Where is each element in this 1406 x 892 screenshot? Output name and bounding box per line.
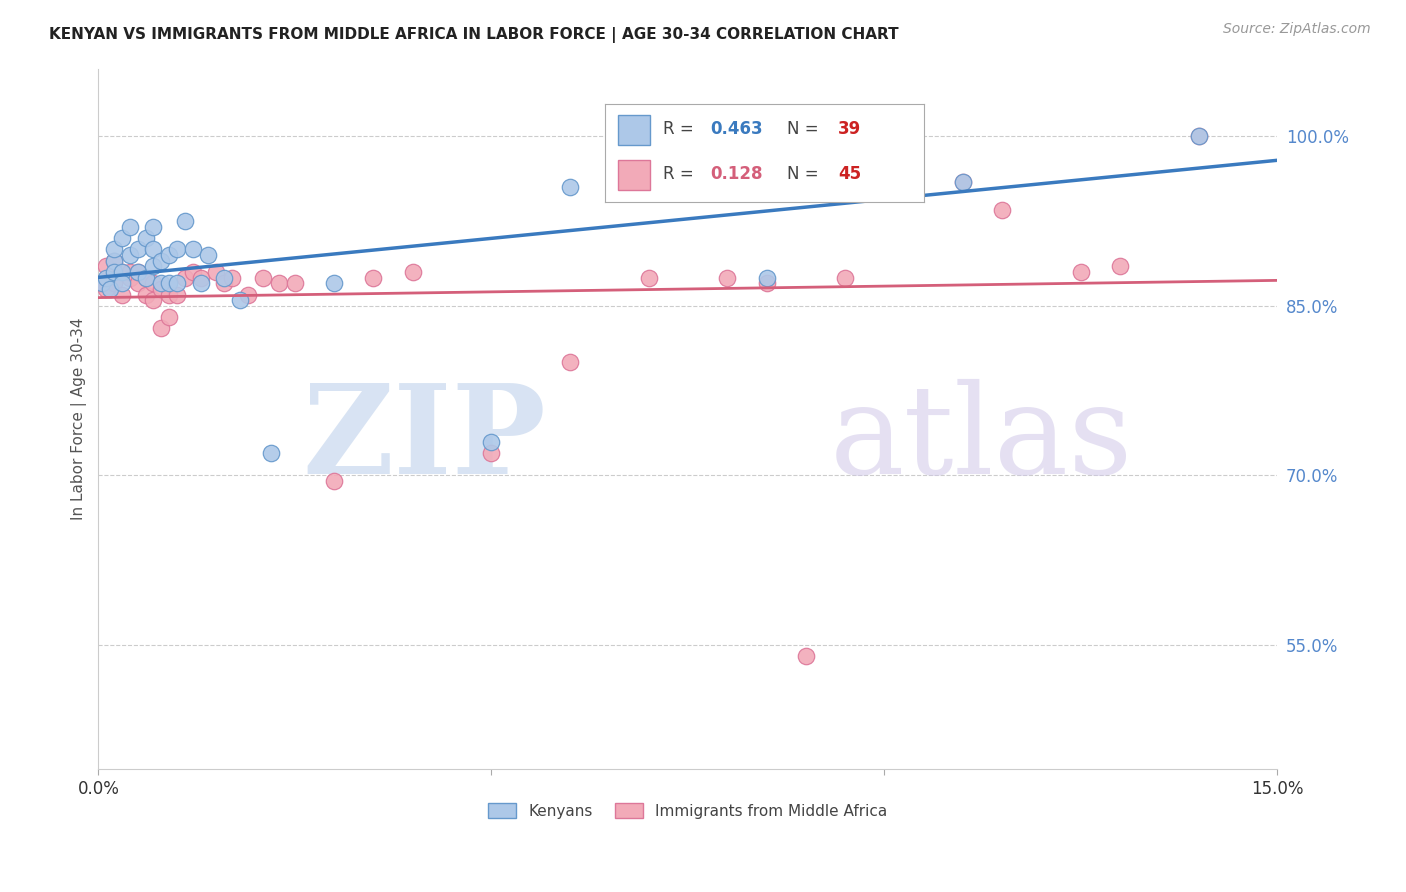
Point — [103, 253, 125, 268]
Point — [127, 265, 149, 279]
Point — [157, 310, 180, 325]
Point — [91, 277, 114, 291]
Point — [142, 277, 165, 291]
Text: Source: ZipAtlas.com: Source: ZipAtlas.com — [1223, 22, 1371, 37]
Point — [991, 202, 1014, 217]
Point — [142, 219, 165, 234]
Point — [181, 265, 204, 279]
Point — [166, 287, 188, 301]
Point — [1109, 260, 1132, 274]
Point — [150, 321, 173, 335]
Y-axis label: In Labor Force | Age 30-34: In Labor Force | Age 30-34 — [72, 318, 87, 520]
Point — [479, 434, 502, 449]
Point — [166, 243, 188, 257]
Point — [269, 277, 291, 291]
Text: ZIP: ZIP — [302, 379, 547, 500]
Point — [157, 287, 180, 301]
Point — [103, 277, 125, 291]
Point — [755, 270, 778, 285]
Point — [91, 277, 114, 291]
Point — [637, 270, 659, 285]
Point — [134, 231, 156, 245]
Point — [402, 265, 425, 279]
Point — [755, 277, 778, 291]
Point — [252, 270, 274, 285]
Point — [212, 270, 235, 285]
Point — [221, 270, 243, 285]
Point — [190, 277, 212, 291]
Point — [873, 129, 896, 144]
Point — [103, 243, 125, 257]
Point — [323, 277, 346, 291]
Point — [558, 355, 581, 369]
Point — [111, 265, 134, 279]
Legend: Kenyans, Immigrants from Middle Africa: Kenyans, Immigrants from Middle Africa — [482, 797, 894, 825]
Point — [197, 248, 219, 262]
Point — [173, 214, 195, 228]
Point — [127, 265, 149, 279]
Point — [157, 248, 180, 262]
Point — [111, 287, 134, 301]
Text: KENYAN VS IMMIGRANTS FROM MIDDLE AFRICA IN LABOR FORCE | AGE 30-34 CORRELATION C: KENYAN VS IMMIGRANTS FROM MIDDLE AFRICA … — [49, 27, 898, 43]
Point — [127, 277, 149, 291]
Point — [98, 282, 121, 296]
Point — [1188, 129, 1211, 144]
Point — [157, 277, 180, 291]
Point — [323, 474, 346, 488]
Point — [134, 270, 156, 285]
Point — [103, 253, 125, 268]
Point — [118, 248, 141, 262]
Point — [96, 270, 118, 285]
Point — [1188, 129, 1211, 144]
Point — [111, 277, 134, 291]
Point — [181, 243, 204, 257]
Point — [236, 287, 259, 301]
Point — [190, 270, 212, 285]
Point — [118, 265, 141, 279]
Point — [103, 265, 125, 279]
Point — [142, 260, 165, 274]
Point — [118, 270, 141, 285]
Point — [173, 270, 195, 285]
Point — [363, 270, 385, 285]
Point — [834, 270, 856, 285]
Point — [558, 180, 581, 194]
Point — [150, 282, 173, 296]
Point — [212, 277, 235, 291]
Point — [142, 243, 165, 257]
Point — [284, 277, 307, 291]
Text: atlas: atlas — [830, 379, 1133, 500]
Point — [1070, 265, 1092, 279]
Point — [150, 253, 173, 268]
Point — [205, 265, 228, 279]
Point — [229, 293, 252, 308]
Point — [952, 175, 974, 189]
Point — [260, 446, 283, 460]
Point — [118, 219, 141, 234]
Point — [166, 277, 188, 291]
Point — [111, 231, 134, 245]
Point — [952, 175, 974, 189]
Point — [96, 260, 118, 274]
Point — [794, 649, 817, 664]
Point — [127, 243, 149, 257]
Point — [676, 141, 699, 155]
Point — [134, 270, 156, 285]
Point — [96, 282, 118, 296]
Point — [134, 287, 156, 301]
Point — [479, 446, 502, 460]
Point — [150, 277, 173, 291]
Point — [716, 270, 738, 285]
Point — [142, 293, 165, 308]
Point — [111, 265, 134, 279]
